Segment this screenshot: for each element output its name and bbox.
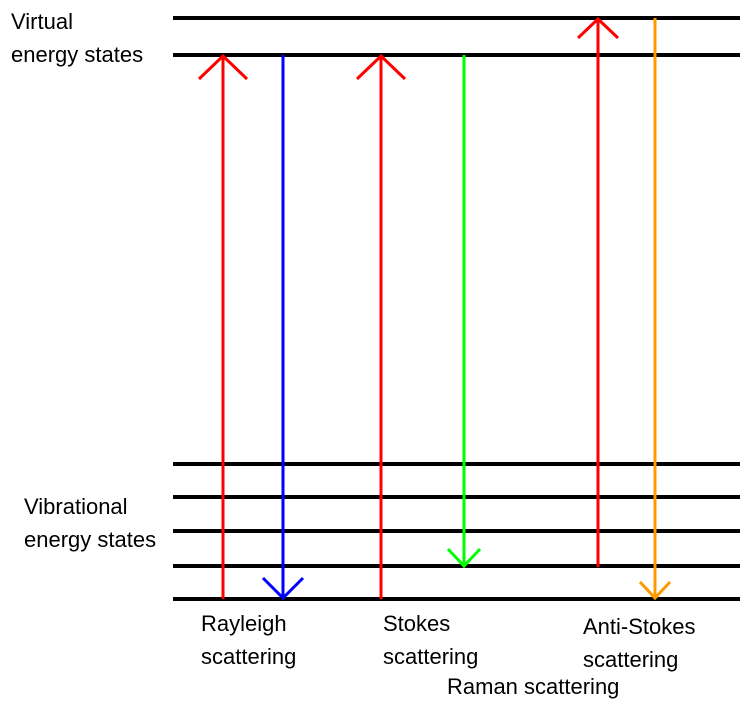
stokes-label-line1: Stokes — [383, 611, 450, 636]
antistokes-emission-arrow — [638, 18, 672, 601]
antistokes-label-line2: scattering — [583, 647, 678, 672]
virtual-states-label-line2: energy states — [11, 42, 143, 67]
raman-scattering-label: Raman scattering — [447, 674, 619, 699]
stokes-emission-arrow — [446, 55, 482, 569]
antistokes-excitation-arrow — [576, 16, 620, 567]
rayleigh-excitation-arrow — [197, 53, 249, 599]
rayleigh-label-line2: scattering — [201, 644, 296, 669]
stokes-excitation-arrow — [355, 53, 407, 599]
vibrational-states-label-line2: energy states — [24, 527, 156, 552]
vibrational-states-label-line1: Vibrational — [24, 494, 128, 519]
virtual-states-label-line1: Virtual — [11, 9, 73, 34]
stokes-label-line2: scattering — [383, 644, 478, 669]
rayleigh-label-line1: Rayleigh — [201, 611, 287, 636]
rayleigh-emission-arrow — [261, 55, 305, 601]
antistokes-label-line1: Anti-Stokes — [583, 614, 696, 639]
